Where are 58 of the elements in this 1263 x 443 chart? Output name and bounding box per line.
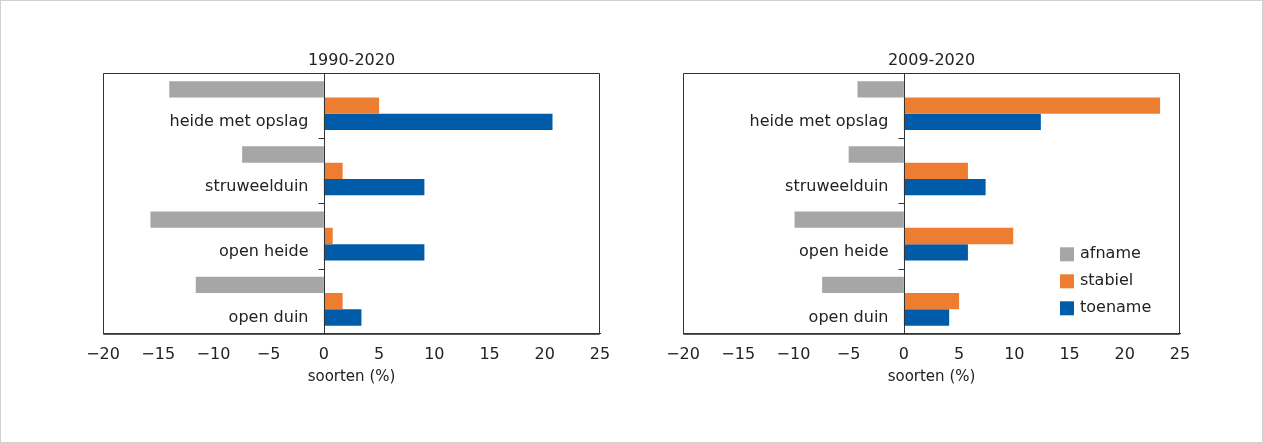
bar: [857, 81, 904, 98]
x-tick-label: −10: [776, 343, 811, 363]
bar: [903, 309, 950, 326]
x-tick-label: 5: [954, 343, 965, 363]
bar: [150, 211, 324, 228]
legend-label: stabiel: [1080, 270, 1134, 290]
legend-label: toename: [1080, 297, 1152, 317]
legend-label: afname: [1080, 243, 1141, 263]
x-tick-label: −15: [141, 343, 176, 363]
y-tick-label: heide met opslag: [749, 111, 889, 131]
y-tick-label: open duin: [808, 306, 889, 326]
bar: [903, 227, 1014, 245]
x-tick-label: −20: [666, 343, 700, 363]
y-tick-label: struweelduin: [785, 176, 889, 196]
bar: [323, 244, 425, 261]
bar: [794, 211, 904, 228]
x-tick-label: −10: [196, 343, 231, 363]
x-tick-label: 15: [1059, 343, 1080, 363]
x-tick-label: 20: [1114, 343, 1135, 363]
bar: [903, 162, 968, 179]
x-tick-label: −5: [256, 343, 281, 363]
bar: [323, 309, 362, 326]
x-tick-label: 10: [1004, 343, 1025, 363]
bar: [323, 293, 343, 310]
x-tick-label: 15: [479, 343, 500, 363]
bar: [848, 146, 904, 163]
x-axis-title: soorten (%): [307, 366, 396, 385]
bar: [903, 178, 986, 196]
bar: [903, 293, 960, 310]
x-tick-label: 0: [318, 343, 329, 363]
bar: [323, 178, 425, 196]
y-tick-label: open heide: [799, 241, 889, 261]
x-tick-label: −5: [836, 343, 861, 363]
y-tick-label: open duin: [228, 306, 309, 326]
bar: [323, 97, 380, 114]
x-tick-label: −15: [721, 343, 756, 363]
bar: [195, 276, 324, 294]
y-tick-label: heide met opslag: [169, 111, 309, 131]
x-axis-title: soorten (%): [887, 366, 976, 385]
bar: [242, 146, 324, 163]
bar: [169, 81, 324, 98]
x-tick-label: 0: [898, 343, 909, 363]
x-tick-label: −20: [86, 343, 120, 363]
x-tick-label: 20: [534, 343, 555, 363]
x-tick-label: 5: [374, 343, 385, 363]
chart-title: 2009-2020: [887, 50, 976, 70]
bar: [323, 113, 553, 131]
bar: [903, 244, 968, 261]
bar: [903, 97, 1161, 114]
chart-title: 1990-2020: [307, 50, 396, 70]
x-tick-label: 10: [424, 343, 445, 363]
bar: [903, 113, 1041, 131]
x-tick-label: 25: [1169, 343, 1191, 363]
x-tick-label: 25: [589, 343, 611, 363]
bar: [822, 276, 904, 294]
y-tick-label: struweelduin: [205, 176, 309, 196]
y-tick-label: open heide: [219, 241, 309, 261]
bar: [323, 162, 343, 179]
